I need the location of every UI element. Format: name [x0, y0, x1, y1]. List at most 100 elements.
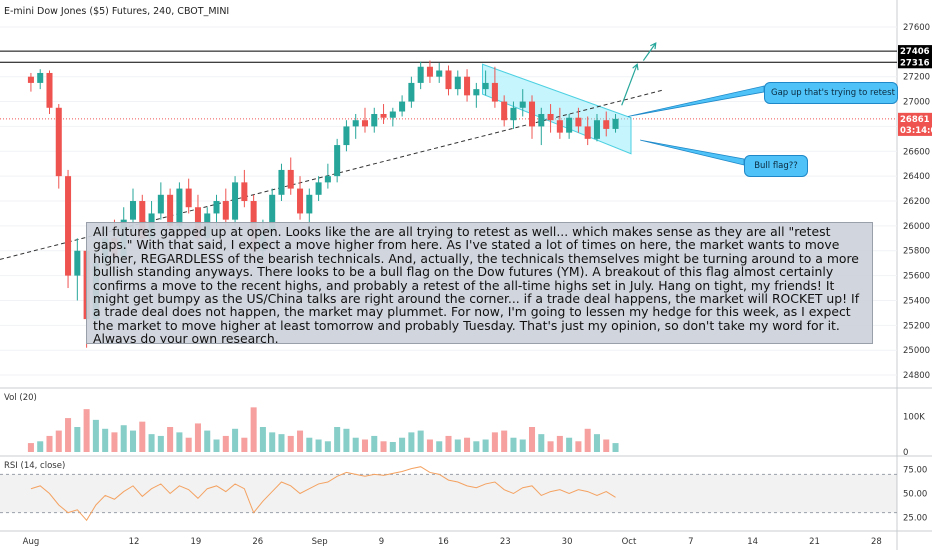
candle-body — [37, 72, 44, 83]
volume-bar — [46, 435, 53, 452]
volume-bar — [361, 439, 369, 452]
candle-body — [315, 182, 322, 195]
price-label-box — [898, 45, 932, 58]
volume-bar — [436, 441, 443, 452]
price-tick-label: 26000 — [903, 222, 930, 232]
candle-body — [287, 169, 294, 189]
candle-body — [538, 113, 545, 127]
volume-bar — [371, 435, 378, 452]
arrows — [621, 42, 657, 106]
candle-body — [584, 126, 591, 139]
volume-bar — [74, 427, 81, 452]
price-label: 03:14:08 — [900, 126, 932, 136]
volume-bar — [157, 435, 164, 452]
candle-body — [222, 201, 229, 220]
time-tick-label: 23 — [500, 537, 511, 547]
volume-bar — [185, 437, 192, 452]
volume-bar — [510, 437, 517, 452]
volume-bar — [65, 418, 72, 452]
time-tick-label: 9 — [379, 537, 384, 547]
candle-body — [157, 194, 164, 214]
price-label: 27316 — [900, 58, 930, 68]
price-label-box — [898, 56, 932, 69]
volume-bar — [194, 423, 201, 452]
candle-body — [139, 201, 146, 239]
callout-gap: Gap up that's trying to retest — [764, 82, 898, 104]
volume-bar — [603, 439, 610, 452]
price-label: 26861 — [900, 115, 930, 125]
time-tick-label: 16 — [438, 537, 449, 547]
candle-body — [213, 201, 220, 214]
candle-body — [408, 82, 415, 102]
candle-body — [519, 101, 526, 108]
candle-body — [185, 188, 192, 208]
volume-bar — [464, 437, 471, 452]
volume-bar — [593, 434, 600, 452]
candle-body — [464, 76, 471, 96]
volume-bar — [584, 428, 591, 452]
volume-bar — [380, 441, 387, 452]
volume-bar — [566, 437, 573, 452]
volume-bar — [519, 439, 526, 452]
volume-bar — [547, 441, 554, 452]
volume-bar — [528, 427, 536, 452]
candle-body — [27, 76, 34, 83]
rsi-pane: 75.00 50.00 25.00 — [0, 466, 927, 523]
candle-body — [176, 188, 183, 226]
volume-bar — [37, 441, 44, 452]
candle-body — [547, 113, 554, 121]
volume-bar — [241, 437, 248, 452]
chart-title: E-mini Dow Jones ($5) Futures, 240, CBOT… — [4, 6, 229, 17]
volume-bar — [556, 435, 563, 452]
candle-body — [482, 82, 489, 90]
time-axis: Aug 12 19 26 Sep 9 16 23 30 Oct 7 14 21 28 — [23, 537, 882, 547]
volume-bar — [538, 434, 545, 452]
candle-body — [389, 111, 396, 118]
volume-bar — [111, 432, 118, 452]
annotation-note: All futures gapped up at open. Looks lik… — [86, 222, 873, 344]
volume-bar — [399, 437, 406, 452]
rsi-tick-label: 75.00 — [903, 466, 927, 476]
volume-bar — [352, 437, 359, 452]
candle-body — [269, 194, 276, 233]
candle-body — [306, 194, 313, 214]
volume-bar — [129, 430, 137, 452]
volume-bar — [473, 441, 480, 452]
volume-bar — [408, 432, 415, 452]
candle-body — [324, 176, 331, 183]
volume-bar — [445, 435, 452, 452]
volume-bar — [491, 432, 498, 452]
candle-body — [417, 66, 424, 83]
candle-body — [232, 182, 239, 220]
candle-body — [491, 82, 498, 102]
price-tick-label: 25200 — [903, 321, 930, 331]
volume-bar — [259, 427, 266, 452]
candle-body — [361, 120, 369, 127]
price-label: 27406 — [900, 47, 930, 57]
volume-bar — [426, 439, 433, 452]
volume-pane: 100K 0 — [27, 407, 925, 458]
volume-tick-label: 0 — [903, 448, 908, 458]
volume-bar — [501, 430, 508, 452]
volume-bar — [27, 443, 34, 452]
price-tick-label: 27000 — [903, 98, 930, 108]
price-tick-label: 24800 — [903, 371, 930, 381]
candle-body — [167, 194, 174, 226]
volume-bar — [612, 443, 619, 452]
candle-body — [612, 118, 619, 129]
time-tick-label: 26 — [252, 537, 263, 547]
candle-body — [556, 120, 563, 133]
arrow-head — [632, 63, 639, 71]
candle-body — [74, 250, 81, 276]
volume-bar — [269, 432, 276, 452]
time-tick-label: 21 — [809, 537, 820, 547]
arrow-head — [650, 42, 657, 50]
candle-body — [445, 70, 452, 90]
volume-bar — [287, 435, 294, 452]
time-tick-label: 7 — [688, 537, 693, 547]
volume-bar — [575, 441, 582, 452]
volume-bar — [389, 442, 396, 452]
channel-fill — [482, 63, 632, 155]
rsi-band — [0, 474, 897, 513]
